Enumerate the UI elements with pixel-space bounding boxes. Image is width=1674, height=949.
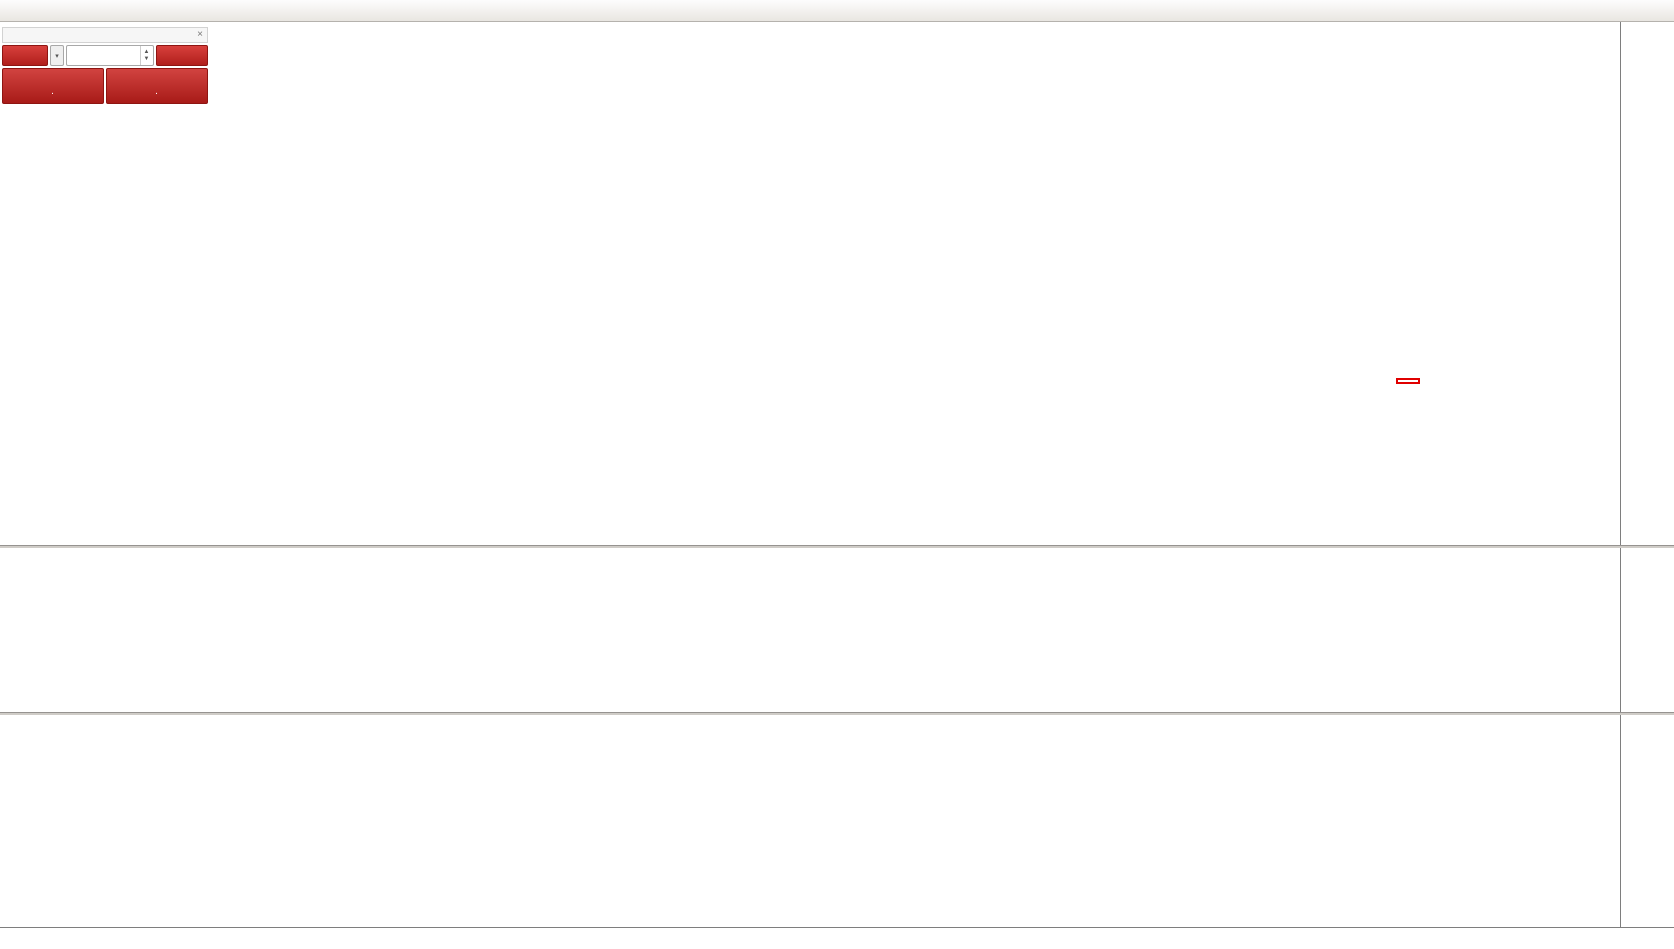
macd-panel bbox=[0, 548, 1674, 712]
sell-price[interactable]: . bbox=[2, 68, 104, 104]
panel-splitter[interactable] bbox=[0, 545, 1674, 548]
macd-canvas[interactable] bbox=[0, 548, 1620, 712]
price-callout bbox=[1396, 378, 1420, 384]
volume-spinner: ▲ ▼ bbox=[140, 46, 152, 65]
panel-splitter[interactable] bbox=[0, 712, 1674, 715]
buy-button[interactable] bbox=[156, 45, 208, 66]
sell-price-dot: . bbox=[51, 86, 54, 97]
close-icon[interactable]: × bbox=[197, 29, 203, 40]
volume-down-icon[interactable]: ▼ bbox=[143, 55, 150, 62]
order-type-dropdown[interactable]: ▾ bbox=[50, 45, 64, 66]
main-chart-panel: × ▾ ▲ ▼ . . bbox=[0, 22, 1674, 545]
price-chart-canvas[interactable] bbox=[0, 22, 1620, 545]
trade-controls: ▾ ▲ ▼ bbox=[2, 45, 208, 66]
quote-prices: . . bbox=[2, 68, 208, 104]
volume-field: ▲ ▼ bbox=[66, 45, 154, 66]
time-axis[interactable] bbox=[0, 927, 1674, 949]
buy-price[interactable]: . bbox=[106, 68, 208, 104]
chart-overlay bbox=[0, 22, 1620, 545]
rsi-panel bbox=[0, 715, 1674, 927]
toolbar bbox=[0, 0, 1674, 22]
price-axis[interactable] bbox=[1620, 22, 1674, 545]
volume-input[interactable] bbox=[67, 46, 139, 65]
chart-header: × bbox=[2, 27, 208, 43]
level-highlight[interactable] bbox=[1248, 22, 1345, 31]
sell-button[interactable] bbox=[2, 45, 48, 66]
buy-price-dot: . bbox=[155, 86, 158, 97]
volume-up-icon[interactable]: ▲ bbox=[143, 48, 150, 55]
one-click-trading-panel: × ▾ ▲ ▼ . . bbox=[2, 27, 208, 104]
macd-axis[interactable] bbox=[1620, 548, 1674, 712]
rsi-canvas[interactable] bbox=[0, 715, 1620, 927]
rsi-axis[interactable] bbox=[1620, 715, 1674, 927]
